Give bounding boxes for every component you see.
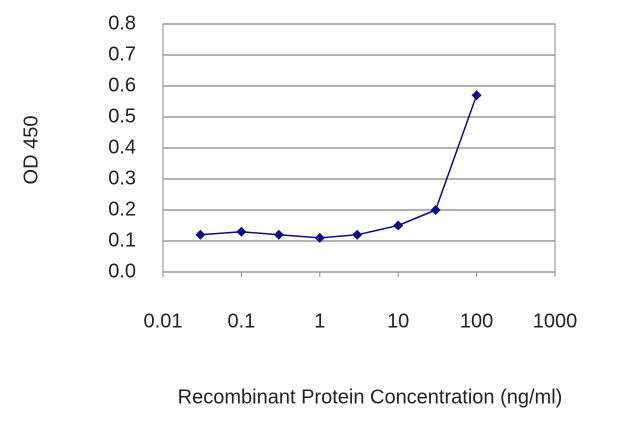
y-tick-label: 0.8 bbox=[108, 12, 136, 34]
y-tick-label: 0.3 bbox=[108, 167, 136, 189]
x-tick-label: 0.1 bbox=[227, 310, 255, 332]
data-point bbox=[236, 226, 247, 237]
x-tick-label: 0.01 bbox=[144, 310, 183, 332]
y-tick-label: 0.6 bbox=[108, 74, 136, 96]
x-tick-label: 1000 bbox=[533, 310, 578, 332]
data-point bbox=[195, 229, 206, 240]
x-tick-label: 10 bbox=[387, 310, 409, 332]
data-point bbox=[430, 205, 441, 215]
x-tick-label: 1 bbox=[314, 310, 325, 332]
data-point bbox=[471, 90, 482, 101]
y-tick-label: 0.7 bbox=[108, 43, 136, 65]
y-tick-label: 0.4 bbox=[108, 136, 136, 158]
y-tick-label: 0.5 bbox=[108, 105, 136, 127]
y-axis-label: OD 450 bbox=[20, 116, 42, 185]
y-tick-label: 0.2 bbox=[108, 198, 136, 220]
data-point bbox=[393, 220, 404, 231]
y-tick-label: 0.0 bbox=[108, 260, 136, 282]
series-line bbox=[200, 95, 478, 239]
data-point bbox=[314, 232, 325, 243]
x-axis-label: Recombinant Protein Concentration (ng/ml… bbox=[178, 386, 563, 408]
y-tick-label: 0.1 bbox=[108, 229, 136, 251]
data-point bbox=[352, 229, 363, 240]
data-point bbox=[273, 229, 284, 240]
x-tick-label: 100 bbox=[460, 310, 493, 332]
